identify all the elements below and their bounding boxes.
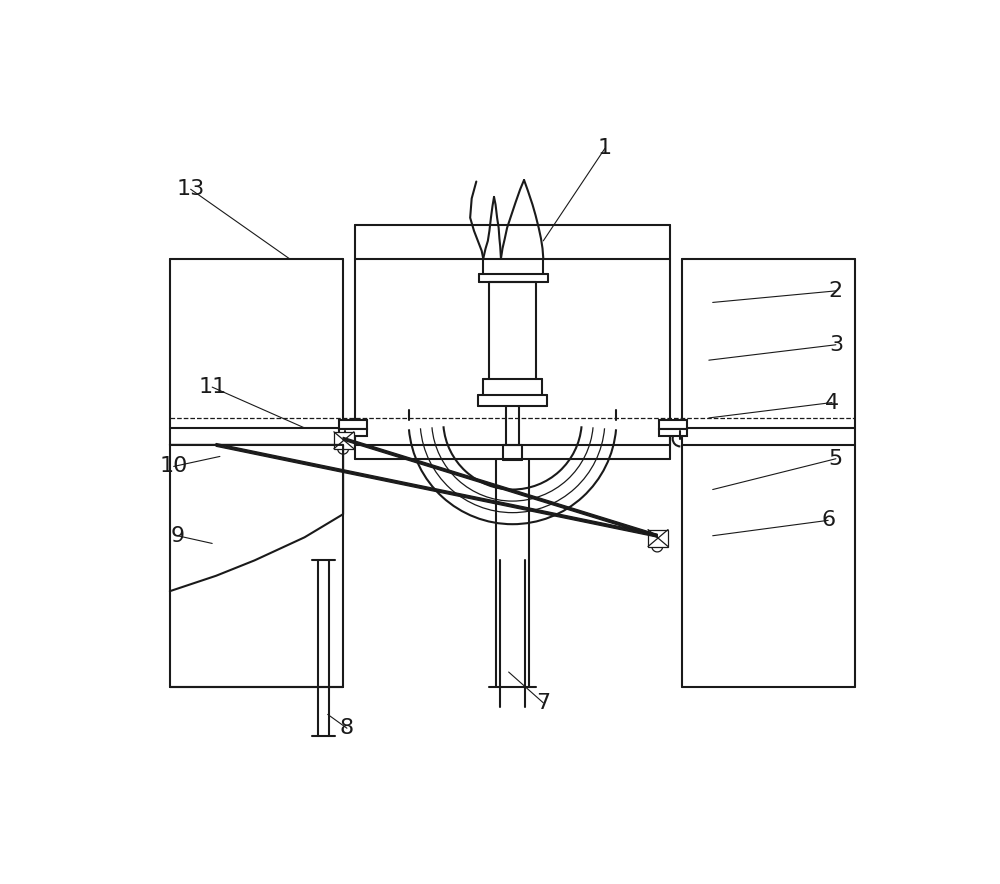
Text: 10: 10 (160, 456, 188, 476)
Text: 4: 4 (825, 392, 839, 413)
Bar (659, 430, 687, 436)
Text: 8: 8 (340, 718, 354, 738)
Bar (339, 420, 367, 430)
Text: 3: 3 (829, 335, 843, 354)
Text: 6: 6 (821, 510, 835, 530)
Bar (659, 420, 687, 430)
Bar (648, 530, 668, 546)
Text: 7: 7 (536, 693, 550, 713)
Bar (339, 430, 367, 436)
Bar (334, 431, 354, 449)
Text: 5: 5 (829, 449, 843, 469)
Text: 2: 2 (829, 281, 843, 301)
Text: 9: 9 (170, 526, 185, 545)
Text: 1: 1 (598, 139, 612, 158)
Text: 11: 11 (198, 377, 226, 397)
Text: 13: 13 (177, 179, 205, 199)
